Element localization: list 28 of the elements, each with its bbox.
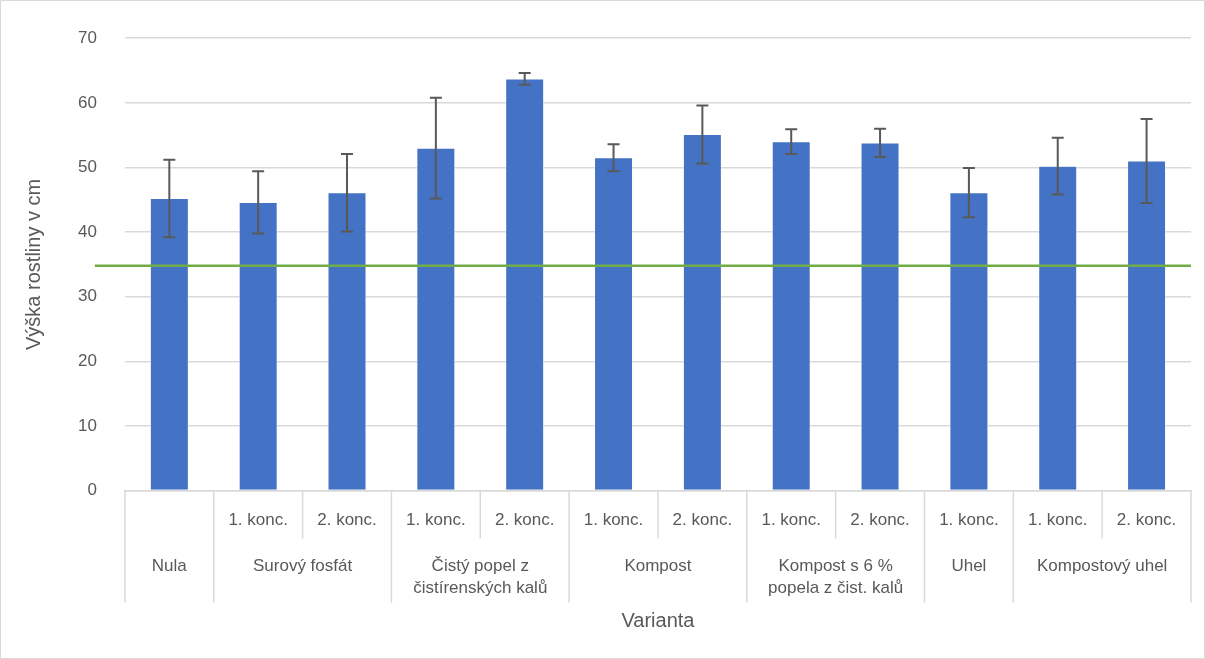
x-axis-title: Varianta <box>621 608 696 631</box>
text: Čistý popel z čistírenských kalů <box>413 556 548 598</box>
x-tick-label: 2. konc. <box>1116 510 1177 530</box>
x-tick-label: 1. konc. <box>761 510 821 530</box>
text: Uhel <box>951 556 987 576</box>
x-tick-label: 1. konc. <box>228 510 288 530</box>
text: Kompostový uhel <box>1036 556 1168 576</box>
y-tick-label: 40 <box>77 221 97 241</box>
text: Nula <box>151 556 188 576</box>
y-tick-label: 30 <box>77 286 97 306</box>
y-tick-label: 20 <box>77 351 97 371</box>
x-tick-label: 2. konc. <box>672 510 733 530</box>
x-tick-label: 2. konc. <box>850 510 910 530</box>
x-tick-label: 1. konc. <box>583 510 644 530</box>
x-tick-label: 1. konc. <box>939 510 999 530</box>
text: Kompost s 6 % popela z čist. kalů <box>768 556 904 598</box>
y-tick-label: 70 <box>77 27 97 47</box>
text: Surový fosfát <box>252 556 353 576</box>
x-tick-label: 1. konc. <box>1027 510 1088 530</box>
x-tick-label: 2. konc. <box>317 510 377 530</box>
text: Kompost <box>624 556 692 576</box>
y-tick-label: 0 <box>87 480 97 500</box>
y-tick-label: 60 <box>77 92 97 112</box>
x-tick-label: 2. konc. <box>494 510 555 530</box>
x-tick-label: 1. konc. <box>406 510 466 530</box>
y-axis-title: Výška rostliny v cm <box>21 178 44 350</box>
y-tick-label: 10 <box>77 415 97 435</box>
y-tick-label: 50 <box>77 157 97 177</box>
